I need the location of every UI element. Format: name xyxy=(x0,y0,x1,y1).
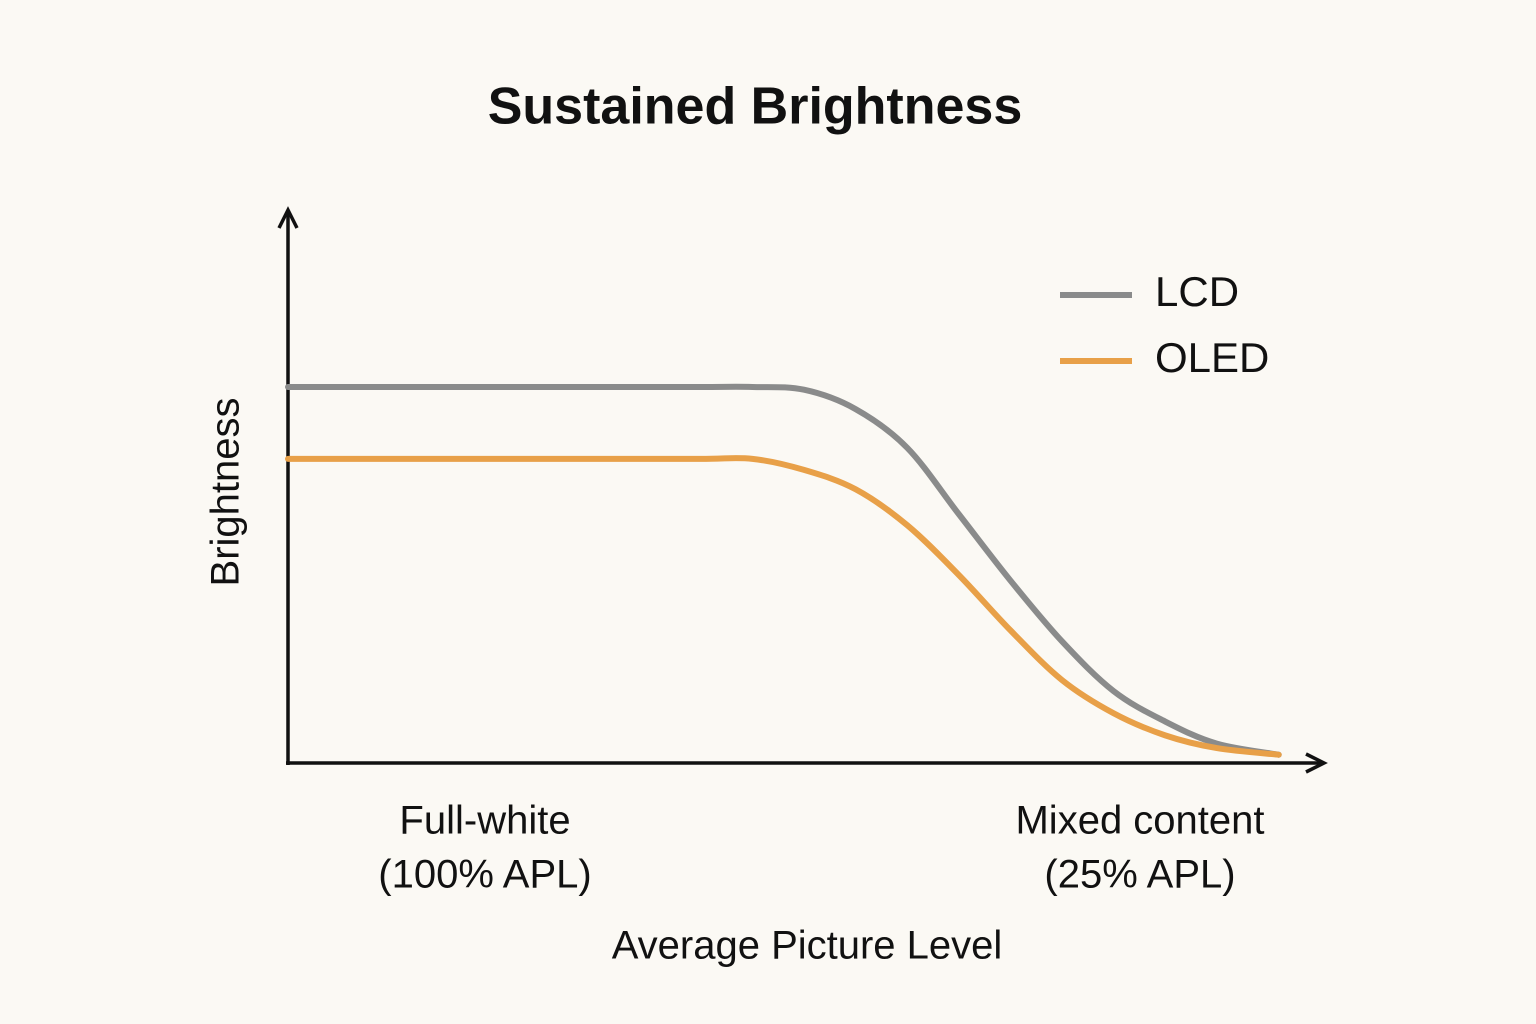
x-axis-label: Average Picture Level xyxy=(612,924,1003,968)
x-axis-arrow xyxy=(1305,752,1328,774)
x-tick-label: Full-white xyxy=(399,799,570,843)
x-tick-label: Mixed content xyxy=(1015,799,1264,843)
chart-title: Sustained Brightness xyxy=(488,78,1023,136)
line-series xyxy=(285,383,1282,758)
x-tick-label: (100% APL) xyxy=(378,853,591,897)
legend-label: OLED xyxy=(1155,334,1269,381)
y-axis-label: Brightness xyxy=(204,398,248,587)
legend-label: LCD xyxy=(1155,268,1239,315)
y-axis-arrow xyxy=(277,206,299,229)
line-series xyxy=(285,455,1282,758)
x-tick-label: (25% APL) xyxy=(1044,853,1235,897)
axes xyxy=(277,206,1328,774)
